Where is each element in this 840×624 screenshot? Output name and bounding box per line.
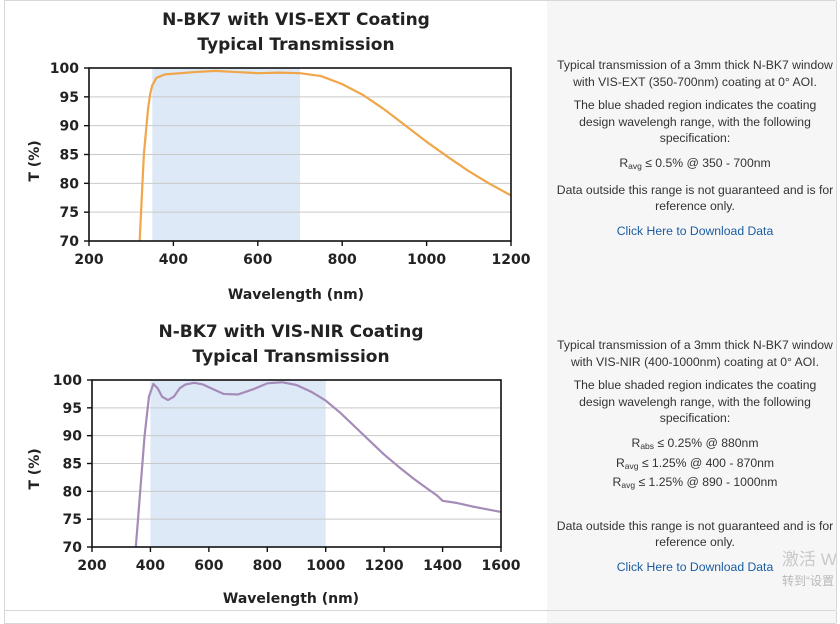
- table-row: N-BK7 with VIS-NIR Coating Typical Trans…: [4, 317, 837, 611]
- spec-list: Ravg ≤ 0.5% @ 350 - 700nm: [555, 155, 835, 175]
- transmission-curve: [138, 69, 512, 242]
- chart-cell: N-BK7 with VIS-NIR Coating Typical Trans…: [4, 317, 548, 610]
- vis-nir-transmission-chart: N-BK7 with VIS-NIR Coating Typical Trans…: [27, 322, 521, 607]
- description-region: The blue shaded region indicates the coa…: [573, 98, 817, 146]
- y-tick-label: 100: [53, 373, 82, 389]
- transmission-curve: [134, 381, 502, 548]
- chart-title: N-BK7 with VIS-EXT Coating: [162, 10, 430, 30]
- download-data-link[interactable]: Click Here to Download Data: [616, 559, 774, 574]
- y-tick-label: 80: [60, 176, 80, 192]
- y-tick-label: 95: [60, 90, 79, 106]
- table-row: [4, 611, 837, 624]
- y-tick-label: 80: [63, 484, 83, 500]
- description-disclaimer: Data outside this range is not guarantee…: [556, 182, 834, 214]
- y-axis-label: T (%): [27, 448, 43, 489]
- x-tick-label: 1000: [306, 558, 345, 574]
- chart-subtitle: Typical Transmission: [192, 347, 389, 367]
- spec-line: Ravg ≤ 1.25% @ 400 - 870nm: [615, 455, 775, 471]
- y-tick-label: 90: [60, 119, 80, 135]
- plot-area: 200 400 600 800 1000 1200 1400 1600 70 75 80 85 90 95…: [53, 373, 521, 574]
- x-tick-label: 400: [136, 558, 165, 574]
- chart-cell: [4, 611, 548, 623]
- y-tick-label: 95: [63, 401, 82, 417]
- spec-line: Ravg ≤ 1.25% @ 890 - 1000nm: [612, 475, 778, 491]
- y-tick-label: 75: [63, 512, 82, 528]
- y-axis-label: T (%): [27, 140, 43, 181]
- description-intro: Typical transmission of a 3mm thick N-BK…: [557, 338, 833, 369]
- y-tick-label: 85: [60, 148, 79, 164]
- x-tick-label: 1000: [407, 252, 446, 268]
- description-cell: Typical transmission of a 3mm thick N-BK…: [547, 317, 837, 610]
- x-tick-label: 1600: [482, 558, 521, 574]
- chart-title: N-BK7 with VIS-NIR Coating: [158, 322, 423, 342]
- download-data-link[interactable]: Click Here to Download Data: [616, 223, 774, 238]
- description-disclaimer: Data outside this range is not guarantee…: [556, 518, 834, 550]
- x-axis-label: Wavelength (nm): [228, 287, 364, 303]
- product-curves-table: N-BK7 with VIS-EXT Coating Typical Trans…: [4, 0, 837, 624]
- x-tick-label: 800: [253, 558, 282, 574]
- y-tick-label: 90: [63, 429, 83, 445]
- y-tick-label: 85: [63, 457, 82, 473]
- chart-description: Typical transmission of a 3mm thick N-BK…: [555, 57, 835, 239]
- spec-line: Ravg ≤ 0.5% @ 350 - 700nm: [619, 155, 771, 171]
- x-tick-label: 800: [328, 252, 357, 268]
- x-tick-label: 600: [194, 558, 223, 574]
- x-tick-label: 1400: [423, 558, 462, 574]
- x-tick-label: 600: [243, 252, 272, 268]
- description-cell: Typical transmission of a 3mm thick N-BK…: [547, 1, 837, 317]
- chart-cell: N-BK7 with VIS-EXT Coating Typical Trans…: [4, 1, 548, 317]
- spec-list: Rabs ≤ 0.25% @ 880nm Ravg ≤ 1.25% @ 400 …: [555, 435, 835, 494]
- description-intro: Typical transmission of a 3mm thick N-BK…: [557, 58, 833, 89]
- vis-ext-transmission-chart: N-BK7 with VIS-EXT Coating Typical Trans…: [27, 10, 531, 303]
- chart-subtitle: Typical Transmission: [197, 35, 394, 55]
- x-tick-label: 1200: [365, 558, 404, 574]
- table-row: N-BK7 with VIS-EXT Coating Typical Trans…: [4, 0, 837, 318]
- x-tick-label: 200: [77, 558, 106, 574]
- x-tick-label: 1200: [492, 252, 531, 268]
- y-tick-label: 70: [63, 540, 83, 556]
- y-tick-label: 75: [60, 205, 79, 221]
- spec-line: Rabs ≤ 0.25% @ 880nm: [631, 435, 759, 451]
- y-tick-label: 100: [50, 61, 79, 77]
- chart-description: Typical transmission of a 3mm thick N-BK…: [555, 337, 835, 576]
- x-tick-label: 400: [159, 252, 188, 268]
- os-activation-watermark: 激活 W: [782, 550, 837, 569]
- plot-area: 200 400 600 800 1000 1200 70 75 80 85 90 95 100: [50, 61, 531, 268]
- x-axis-label: Wavelength (nm): [223, 591, 359, 607]
- y-tick-label: 70: [60, 234, 80, 250]
- os-activation-watermark-sub: 转到“设置: [782, 574, 834, 588]
- description-cell: [547, 611, 837, 623]
- description-region: The blue shaded region indicates the coa…: [573, 378, 817, 426]
- x-tick-label: 200: [74, 252, 103, 268]
